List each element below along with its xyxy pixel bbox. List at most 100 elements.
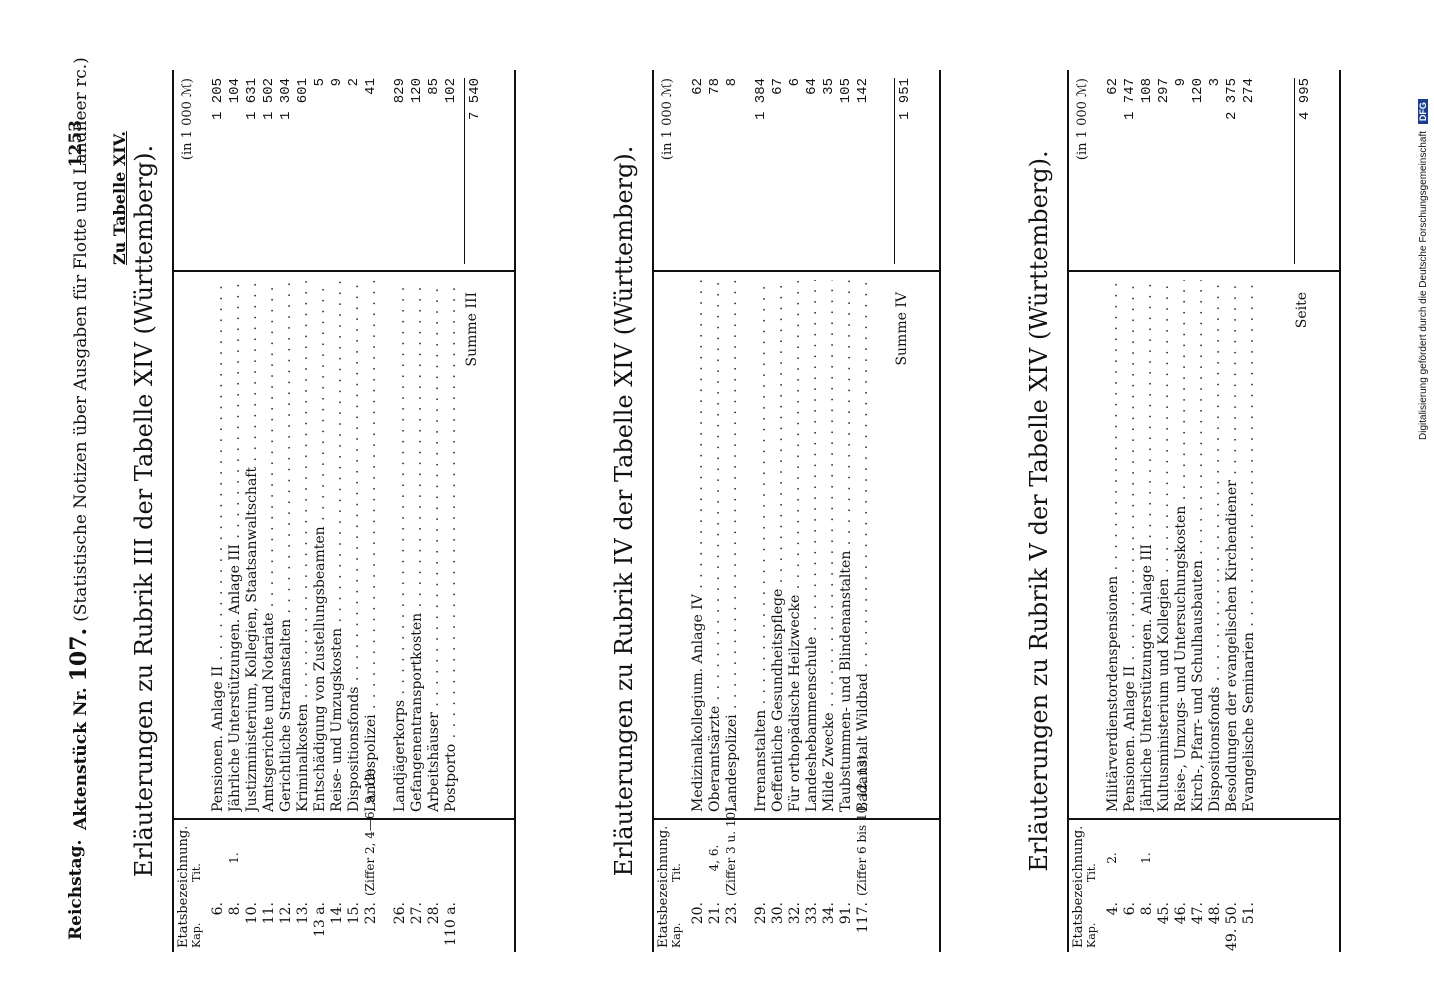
label-cell: Für orthopädische Heilzwecke . . . . . .… <box>787 280 803 812</box>
value-cell: 104 <box>227 78 243 104</box>
table-row: 13. Kriminalkosten . . . . . . . . . . . … <box>295 70 312 952</box>
kap-cell: 27. <box>409 902 425 925</box>
value-cell: 120 <box>1190 78 1206 104</box>
table-row: 15. Dispositionsfonds . . . . . . . . . .… <box>346 70 363 952</box>
tit-cell: 4, 6. <box>707 844 721 872</box>
value-cell: 5 <box>312 78 328 87</box>
kap-cell: 14. <box>329 902 345 925</box>
kap-cell: 51. <box>1241 902 1257 925</box>
kap-cell: 4. <box>1105 902 1121 916</box>
label-text: Arbeitshäuser <box>426 712 442 812</box>
sum-label: Summe III <box>464 292 480 367</box>
leader-dots: . . . . . . . . . . . . . . . . . . . . … <box>363 280 379 714</box>
label-cell: Besoldungen der evangelischen Kirchendie… <box>1224 280 1240 812</box>
dfg-side-note: Digitalisierung gefördert durch die Deut… <box>1418 99 1429 440</box>
label-text: Gefangenentransportkosten <box>409 612 425 812</box>
leader-dots: . . . . . . . . . . . . . . . . . . . . … <box>1224 280 1240 480</box>
label-text: Landeshebammenschule <box>804 636 820 812</box>
leader-dots: . . . . . . . . . . . . . . . . . . . . … <box>787 280 803 595</box>
value-cell: 3 <box>1207 78 1223 87</box>
dfg-logo: DFG <box>1418 99 1428 125</box>
leader-dots: . . . . . . . . . . . . . . . . . . . . … <box>1139 280 1155 544</box>
table-row: 91. Taubstummen- und Blindenanstalten . .… <box>838 70 855 952</box>
kap-cell: 11. <box>261 902 277 925</box>
leader-dots: . . . . . . . . . . . . . . . . . . . . … <box>707 280 723 706</box>
leader-dots: . . . . . . . . . . . . . . . . . . . . … <box>227 280 243 544</box>
label-text: Reise- und Umzugskosten <box>329 627 345 812</box>
leader-dots: . . . . . . . . . . . . . . . . . . . . … <box>821 280 837 712</box>
zu-tabelle-label: Zu Tabelle XIV. <box>110 131 129 265</box>
label-cell: Irrenanstalten . . . . . . . . . . . . .… <box>753 280 769 812</box>
table-row: 28. Arbeitshäuser . . . . . . . . . . . .… <box>426 70 443 952</box>
leader-dots: . . . . . . . . . . . . . . . . . . . . … <box>392 280 408 700</box>
unit-label: (in 1 000 ℳ) <box>660 78 675 161</box>
kap-cell: 45. <box>1156 902 1172 925</box>
value-cell: 67 <box>770 78 786 95</box>
table-row: 49. 50. Besoldungen der evangelischen Kir… <box>1224 70 1241 952</box>
kap-cell: 26. <box>392 902 408 925</box>
sum-label: Seite <box>1294 292 1310 329</box>
kap-cell: 21. <box>707 902 723 925</box>
leader-dots: . . . . . . . . . . . . . . . . . . . . … <box>261 280 277 613</box>
label-text: Besoldungen der evangelischen Kirchendie… <box>1224 480 1240 812</box>
label-cell: Jährliche Unterstützungen. Anlage III . … <box>227 280 243 812</box>
table-row: 4. 2. Militärverdienstordenspensionen . . … <box>1105 70 1122 952</box>
kap-cell: 10. <box>244 902 260 925</box>
table-row: 33. Landeshebammenschule . . . . . . . . … <box>804 70 821 952</box>
label-cell: Militärverdienstordenspensionen . . . . … <box>1105 280 1121 812</box>
leader-dots: . . . . . . . . . . . . . . . . . . . . … <box>690 280 706 594</box>
label-text: Jährliche Unterstützungen. Anlage III <box>1139 544 1155 812</box>
label-text: Dispositionsfonds <box>1207 686 1223 812</box>
label-text: Justizministerium, Kollegien, Staatsanwa… <box>244 466 260 812</box>
label-cell: Entschädigung von Zustellungsbeamten . .… <box>312 280 328 812</box>
leader-dots: . . . . . . . . . . . . . . . . . . . . … <box>1173 280 1189 506</box>
leader-dots: . . . . . . . . . . . . . . . . . . . . … <box>753 280 769 710</box>
label-cell: Amtsgerichte und Notariate . . . . . . .… <box>261 280 277 812</box>
label-cell: Landespolizei . . . . . . . . . . . . . … <box>363 280 379 812</box>
table-row: 45. Kultusministerium und Kollegien . . .… <box>1156 70 1173 952</box>
label-cell: Milde Zwecke . . . . . . . . . . . . . .… <box>821 280 837 812</box>
table-row: 47. Kirch-, Pfarr- und Schulhausbauten . … <box>1190 70 1207 952</box>
sum-value: 4 995 <box>1294 78 1313 264</box>
header-left: Reichstag. <box>66 839 86 940</box>
label-text: Dispositionsfonds <box>346 686 362 812</box>
value-cell: 102 <box>443 78 459 104</box>
label-cell: Justizministerium, Kollegien, Staatsanwa… <box>244 280 260 812</box>
label-text: Kirch-, Pfarr- und Schulhausbauten <box>1190 560 1206 812</box>
label-text: Pensionen. Anlage II <box>1122 665 1138 812</box>
label-cell: Gerichtliche Strafanstalten . . . . . . … <box>278 280 294 812</box>
value-cell: 85 <box>426 78 442 95</box>
tit-label: Tit. <box>190 863 203 882</box>
kap-label: Kap. <box>670 922 683 948</box>
section-table: Etatsbezeichnung. Kap. Tit. (in 1 000 ℳ)… <box>172 70 516 952</box>
table-row: 51. Evangelische Seminarien . . . . . . .… <box>1241 70 1258 952</box>
label-text: Postporto <box>443 743 459 812</box>
header-center: Aktenstück Nr. 107. (Statistische Notize… <box>66 57 92 830</box>
leader-dots: . . . . . . . . . . . . . . . . . . . . … <box>443 280 459 744</box>
label-text: Taubstummen- und Blindenanstalten <box>838 550 854 812</box>
leader-dots: . . . . . . . . . . . . . . . . . . . . … <box>329 280 345 628</box>
label-cell: Kultusministerium und Kollegien . . . . … <box>1156 280 1172 812</box>
table-row: 117. (Ziffer 6 bis 10, 12, 13). Badanstalt… <box>855 70 872 952</box>
label-cell: Landjägerkorps . . . . . . . . . . . . .… <box>392 280 408 812</box>
kap-cell: 20. <box>690 902 706 925</box>
table-row: 21. 4, 6. Oberamtsärzte . . . . . . . . . … <box>707 70 724 952</box>
table-row: 46. Reise-, Umzugs- und Untersuchungskost… <box>1173 70 1190 952</box>
table-row: 8. 1. Jährliche Unterstützungen. Anlage II… <box>227 70 244 952</box>
kap-cell: 23. <box>724 902 740 925</box>
table-row: 6. Pensionen. Anlage II . . . . . . . . .… <box>210 70 227 952</box>
value-cell: 829 <box>392 78 408 104</box>
kap-cell: 49. 50. <box>1224 902 1240 951</box>
label-text: Medizinalkollegium. Anlage IV <box>690 594 706 812</box>
kap-cell: 46. <box>1173 902 1189 925</box>
tit-label: Tit. <box>670 863 683 882</box>
leader-dots: . . . . . . . . . . . . . . . . . . . . … <box>312 280 328 526</box>
section-title: Erläuterungen zu Rubrik IV der Tabelle X… <box>610 145 638 877</box>
tit-cell: 1. <box>227 852 241 864</box>
kap-cell: 6. <box>1122 902 1138 916</box>
table-row: 23. (Ziffer 2, 4—6, 9, 12). Landespolizei … <box>363 70 380 952</box>
label-cell: Landeshebammenschule . . . . . . . . . .… <box>804 280 820 812</box>
leader-dots: . . . . . . . . . . . . . . . . . . . . … <box>295 280 311 704</box>
label-cell: Badanstalt Wildbad . . . . . . . . . . .… <box>855 280 871 812</box>
leader-dots: . . . . . . . . . . . . . . . . . . . . … <box>1190 280 1206 560</box>
